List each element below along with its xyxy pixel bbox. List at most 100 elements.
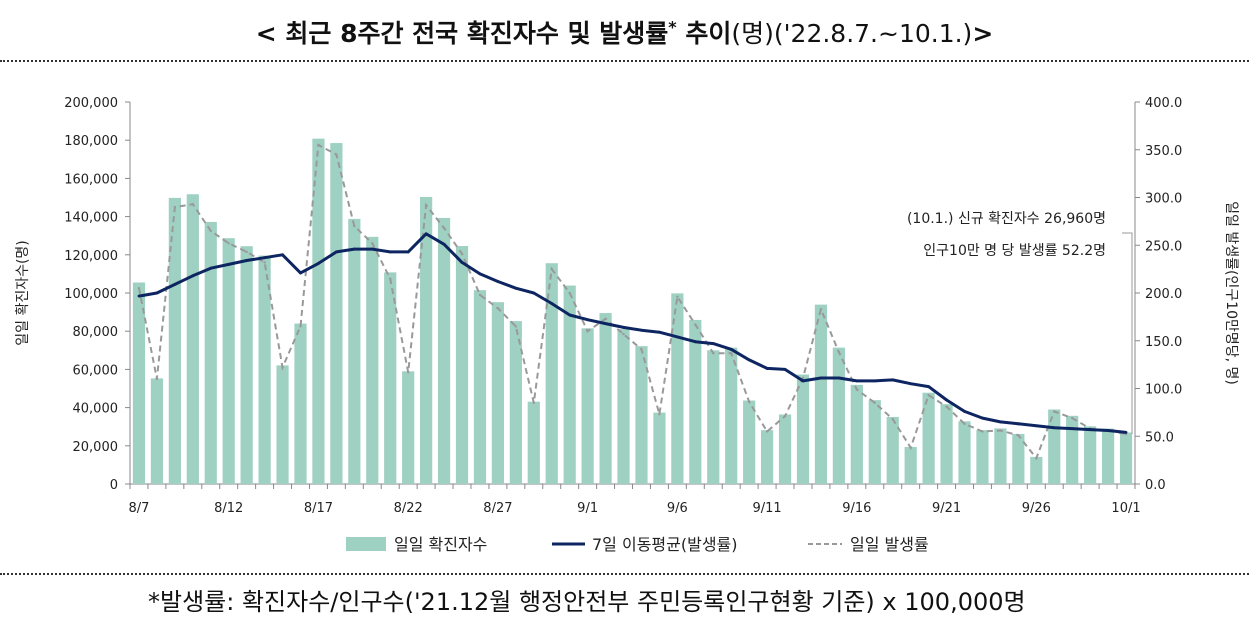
daily-rate-point xyxy=(981,430,984,433)
bar xyxy=(1084,426,1097,484)
moving-average-point xyxy=(334,250,338,254)
daily-rate-point xyxy=(783,414,787,418)
daily-rate-point xyxy=(209,229,212,233)
bar xyxy=(796,374,810,484)
y-left-tick-label: 200,000 xyxy=(64,96,118,111)
moving-average-point xyxy=(227,262,231,266)
y-left-tick-label: 40,000 xyxy=(73,402,119,417)
bar xyxy=(922,392,935,484)
bar xyxy=(1030,456,1043,484)
moving-average-point xyxy=(873,379,877,383)
bar xyxy=(1066,415,1079,484)
daily-rate-point xyxy=(281,366,284,369)
daily-rate-point xyxy=(999,429,1002,432)
bar xyxy=(186,194,199,485)
title-star: * xyxy=(668,17,677,37)
moving-average-point xyxy=(999,420,1002,424)
y-right-tick-label: 300.0 xyxy=(1145,192,1182,207)
bar xyxy=(707,350,720,484)
moving-average-point xyxy=(640,328,643,332)
daily-rate-point xyxy=(371,242,374,245)
moving-average-point xyxy=(137,294,141,298)
left-axis: 0 20,000 40,000 60,000 80,000 100,000 120,000 1… xyxy=(64,96,131,493)
daily-rate-point xyxy=(406,371,410,374)
daily-rate-point xyxy=(658,413,661,416)
bar xyxy=(725,347,738,484)
bar xyxy=(886,416,899,484)
bar xyxy=(563,285,576,484)
daily-rate-point xyxy=(299,325,302,328)
y-right-axis-label: 일일 발생률(인구10만명당, 명) xyxy=(1223,201,1239,385)
x-tick-label: 10/1 xyxy=(1111,501,1140,516)
y-right-tick-label: 200.0 xyxy=(1145,287,1182,302)
moving-average-point xyxy=(370,247,374,251)
moving-average-point xyxy=(209,266,213,270)
bar xyxy=(348,218,361,484)
moving-average-line xyxy=(138,232,1127,434)
line-series-moving-average xyxy=(137,232,1128,434)
y-left-tick-label: 100,000 xyxy=(64,287,118,302)
bar xyxy=(994,428,1007,484)
bar xyxy=(420,196,433,484)
daily-rate-point xyxy=(676,295,679,299)
moving-average-point xyxy=(963,410,966,413)
bar xyxy=(384,272,397,484)
top-divider xyxy=(0,60,1249,62)
bottom-divider xyxy=(0,573,1249,575)
daily-rate-point xyxy=(909,446,912,449)
moving-average-point xyxy=(173,283,177,286)
chart-area: 0 20,000 40,000 60,000 80,000 100,000 120,000 1… xyxy=(15,96,1239,554)
bar xyxy=(653,412,666,484)
moving-average-point xyxy=(424,232,428,236)
moving-average-point xyxy=(568,313,572,317)
daily-rate-point xyxy=(1053,410,1056,413)
x-tick-label: 9/6 xyxy=(667,501,688,516)
daily-rate-point xyxy=(873,401,876,405)
daily-rate-point xyxy=(245,250,248,254)
moving-average-point xyxy=(981,416,984,420)
bar xyxy=(868,400,881,484)
title-bracket-open: < xyxy=(255,19,286,48)
daily-rate-point xyxy=(712,351,715,355)
bar xyxy=(778,414,792,484)
moving-average-point xyxy=(352,247,356,251)
moving-average-point xyxy=(1034,424,1038,428)
moving-average-point xyxy=(245,259,249,262)
title-bracket-close: > xyxy=(972,19,994,48)
bar xyxy=(473,290,487,484)
bar xyxy=(330,143,343,484)
annotation: (10.1.) 신규 확진자수 26,960명 인구10만 명 당 발생률 52… xyxy=(907,211,1133,434)
daily-rate-point xyxy=(478,293,482,297)
moving-average-point xyxy=(460,261,464,264)
daily-rate-point xyxy=(855,388,859,391)
annotation-line1: (10.1.) 신규 확진자수 26,960명 xyxy=(907,211,1106,227)
bar xyxy=(958,421,971,484)
y-left-tick-label: 120,000 xyxy=(64,249,118,264)
bar xyxy=(1119,432,1133,484)
y-right-tick-label: 50.0 xyxy=(1145,430,1174,445)
moving-average-point xyxy=(550,302,554,305)
moving-average-point xyxy=(1016,422,1020,426)
moving-average-point xyxy=(514,286,518,290)
bar xyxy=(599,313,612,484)
bar xyxy=(635,346,648,484)
daily-rate-point xyxy=(765,430,769,433)
daily-rate-point xyxy=(568,291,571,295)
bar xyxy=(545,263,558,484)
bar xyxy=(850,384,863,484)
bar xyxy=(617,329,630,484)
daily-rate-point xyxy=(747,400,751,404)
bar xyxy=(132,282,146,484)
daily-rate-point xyxy=(514,325,518,328)
bar xyxy=(402,371,415,484)
y-left-tick-label: 0 xyxy=(110,478,118,493)
bar xyxy=(581,328,594,484)
legend: 일일 확진자수 7일 이동평균(발생률) 일일 발생률 xyxy=(346,535,929,554)
y-left-tick-label: 60,000 xyxy=(73,363,119,378)
moving-average-point xyxy=(532,291,536,295)
daily-rate-point xyxy=(353,224,356,228)
daily-rate-point xyxy=(496,307,500,310)
daily-rate-point xyxy=(927,393,930,397)
bar xyxy=(743,400,756,484)
y-left-tick-label: 160,000 xyxy=(64,172,118,187)
